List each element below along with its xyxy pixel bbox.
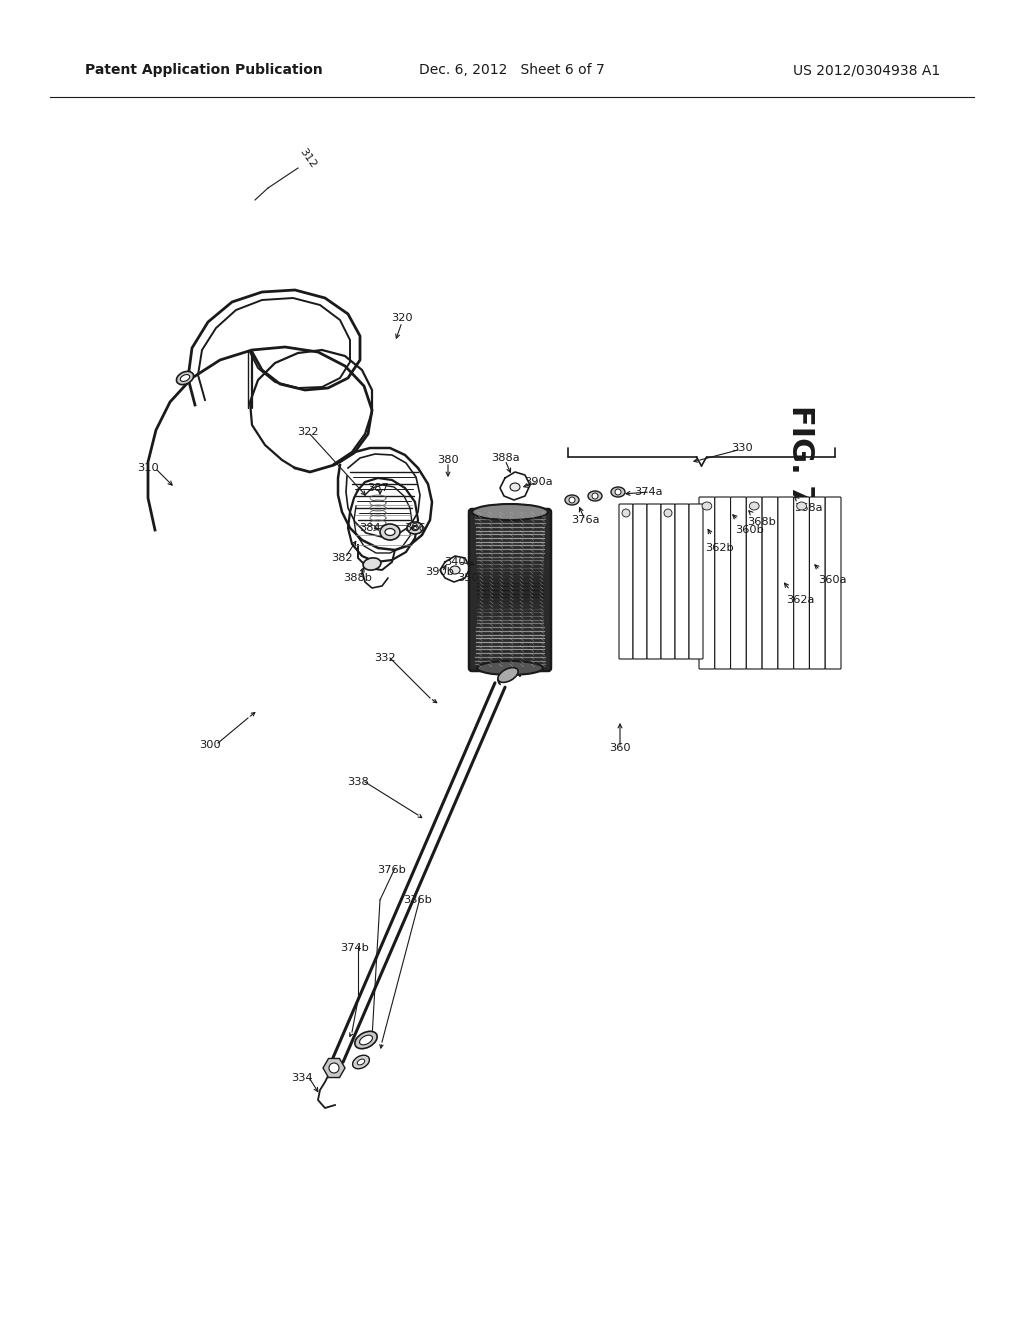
Text: 386: 386	[404, 523, 426, 533]
Text: 362a: 362a	[785, 595, 814, 605]
Text: 368b: 368b	[748, 517, 776, 527]
FancyBboxPatch shape	[715, 498, 730, 669]
Text: 338: 338	[347, 777, 369, 787]
FancyBboxPatch shape	[825, 498, 841, 669]
Text: FIG. 7: FIG. 7	[785, 405, 814, 506]
Text: 387: 387	[368, 483, 389, 492]
FancyBboxPatch shape	[689, 504, 703, 659]
Text: 368a: 368a	[794, 503, 822, 513]
Text: 320: 320	[391, 313, 413, 323]
Text: 312: 312	[298, 147, 318, 170]
Ellipse shape	[364, 558, 381, 570]
Ellipse shape	[510, 483, 520, 491]
Text: 300: 300	[199, 741, 221, 750]
Text: 384: 384	[359, 523, 381, 533]
Ellipse shape	[450, 566, 460, 574]
FancyBboxPatch shape	[794, 498, 809, 669]
Text: 360b: 360b	[735, 525, 765, 535]
Polygon shape	[323, 1059, 345, 1077]
Text: 340: 340	[444, 557, 466, 568]
Text: 388b: 388b	[343, 573, 373, 583]
Text: 360: 360	[609, 743, 631, 752]
FancyBboxPatch shape	[730, 498, 746, 669]
FancyBboxPatch shape	[662, 504, 675, 659]
Text: 390a: 390a	[523, 477, 552, 487]
Text: US 2012/0304938 A1: US 2012/0304938 A1	[793, 63, 940, 77]
Text: 390b: 390b	[426, 568, 455, 577]
Text: 374a: 374a	[634, 487, 663, 498]
Text: 376a: 376a	[570, 515, 599, 525]
Text: 334: 334	[291, 1073, 312, 1082]
Ellipse shape	[797, 502, 807, 510]
Text: Dec. 6, 2012   Sheet 6 of 7: Dec. 6, 2012 Sheet 6 of 7	[419, 63, 605, 77]
Text: 380: 380	[437, 455, 459, 465]
Circle shape	[569, 498, 575, 503]
FancyBboxPatch shape	[675, 504, 689, 659]
Text: 322: 322	[297, 426, 318, 437]
Ellipse shape	[180, 375, 189, 381]
Ellipse shape	[176, 371, 194, 384]
Ellipse shape	[355, 1031, 377, 1048]
FancyBboxPatch shape	[699, 498, 715, 669]
Ellipse shape	[385, 528, 395, 536]
Text: 310: 310	[137, 463, 159, 473]
FancyBboxPatch shape	[618, 504, 633, 659]
Ellipse shape	[352, 1055, 370, 1069]
FancyBboxPatch shape	[762, 498, 778, 669]
Text: 376b: 376b	[378, 865, 407, 875]
Text: 362b: 362b	[706, 543, 734, 553]
Ellipse shape	[750, 502, 759, 510]
Ellipse shape	[498, 668, 518, 682]
FancyBboxPatch shape	[633, 504, 647, 659]
Circle shape	[592, 492, 598, 499]
Circle shape	[615, 488, 621, 495]
Ellipse shape	[472, 504, 548, 520]
Text: 374b: 374b	[341, 942, 370, 953]
FancyBboxPatch shape	[469, 510, 551, 671]
Ellipse shape	[702, 502, 712, 510]
Text: 382: 382	[331, 553, 353, 564]
Ellipse shape	[611, 487, 625, 498]
Text: Patent Application Publication: Patent Application Publication	[85, 63, 323, 77]
Ellipse shape	[412, 525, 419, 531]
Ellipse shape	[622, 510, 630, 517]
FancyBboxPatch shape	[778, 498, 794, 669]
Text: 336a: 336a	[516, 643, 544, 653]
Ellipse shape	[664, 510, 672, 517]
Ellipse shape	[588, 491, 602, 502]
Text: 336b: 336b	[403, 895, 432, 906]
Ellipse shape	[359, 1035, 373, 1045]
FancyBboxPatch shape	[647, 504, 662, 659]
FancyBboxPatch shape	[809, 498, 825, 669]
Text: 330: 330	[731, 444, 753, 453]
Ellipse shape	[407, 521, 423, 535]
Polygon shape	[333, 682, 505, 1063]
FancyBboxPatch shape	[746, 498, 762, 669]
Ellipse shape	[477, 661, 543, 675]
Ellipse shape	[565, 495, 579, 506]
Ellipse shape	[380, 524, 400, 540]
Text: 388a: 388a	[490, 453, 519, 463]
Circle shape	[329, 1063, 339, 1073]
Text: 360a: 360a	[818, 576, 846, 585]
Text: 350: 350	[457, 573, 479, 583]
Text: 332: 332	[374, 653, 396, 663]
Ellipse shape	[357, 1059, 365, 1065]
